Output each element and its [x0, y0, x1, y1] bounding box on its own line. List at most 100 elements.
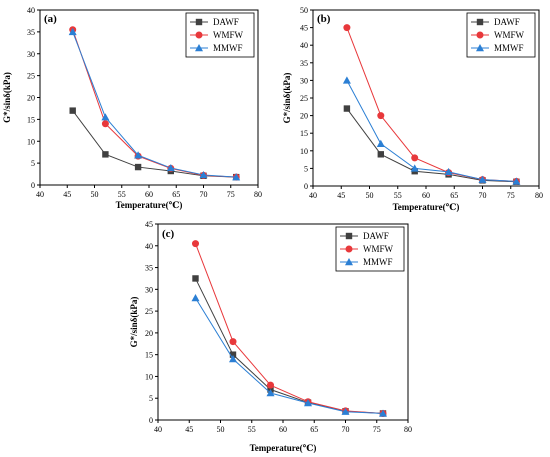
panel-b-y-tick-label: 5 — [304, 164, 308, 173]
panel-c-legend-label: WMFW — [363, 244, 394, 254]
panel-b-x-tick-label: 40 — [309, 191, 317, 200]
panel-a-point-mmwf — [101, 113, 110, 121]
panel-b-point-wmfw — [343, 24, 351, 32]
panel-b-legend-marker — [476, 18, 484, 26]
panel-c-y-tick-label: 40 — [145, 242, 153, 251]
panel-a-legend-label: DAWF — [213, 17, 239, 27]
panel-b-legend-marker — [476, 31, 484, 39]
panel-c-point-mmwf — [304, 399, 312, 407]
panel-c-point-wmfw — [267, 381, 274, 389]
panel-c-series-line-mmwf — [195, 297, 384, 414]
panel-b-legend-label: DAWF — [494, 17, 520, 27]
panel-c-point-mmwf — [379, 409, 387, 417]
panel-b-point-mmwf — [410, 164, 419, 172]
panel-b-x-tick-label: 80 — [535, 191, 543, 200]
panel-a-point-mmwf — [199, 170, 208, 179]
panel-b-point-mmwf — [342, 76, 351, 84]
panel-b-point-wmfw — [377, 112, 385, 120]
panel-c-y-tick-label: 35 — [145, 264, 153, 273]
panel-a-y-tick-label: 15 — [27, 115, 35, 124]
panel-b-x-axis-title: Temperature(℃) — [393, 202, 460, 212]
panel-c-y-tick-label: 45 — [145, 220, 153, 229]
panel-c-x-tick-label: 60 — [279, 425, 287, 434]
panel-b-chart: 40 45 50 55 60 65 70 75 80 0 5 10 15 20 25 30 35 40 45 50 Te… — [282, 6, 543, 212]
panel-b-x-tick-label: 55 — [394, 191, 402, 200]
panel-a-y-tick-label: 10 — [27, 137, 35, 146]
panel-b-series-line-dawf — [346, 108, 517, 183]
panel-b-y-tick-label: 10 — [300, 147, 308, 156]
panel-a-legend: DAWF WMFW MMWF — [185, 12, 255, 58]
panel-b-legend-label: MMWF — [494, 43, 524, 53]
panel-a-point-dawf — [134, 163, 142, 171]
panel-a-x-tick-label: 70 — [200, 190, 208, 199]
panel-a-x-tick-label: 55 — [118, 190, 126, 199]
panel-b-x-tick-label: 45 — [337, 191, 345, 200]
panel-b-y-axis-title: G*/sinδ(kPa) — [282, 73, 292, 124]
panel-b-point-dawf — [377, 151, 384, 158]
panel-a-y-tick-label: 25 — [27, 72, 35, 81]
panel-c-y-tick-label: 15 — [145, 351, 153, 360]
panel-a-y-tick-label: 5 — [31, 159, 35, 168]
panel-b-legend-marker — [476, 44, 484, 52]
panel-b-series-line-mmwf — [346, 80, 517, 182]
panel-c-x-tick-label: 50 — [217, 425, 225, 434]
panel-b-point-mmwf — [478, 175, 487, 183]
panel-a-point-mmwf — [68, 27, 77, 36]
panel-c-point-mmwf — [229, 355, 237, 363]
panel-a-x-tick-label: 60 — [145, 190, 153, 199]
panel-a-x-axis-title: Temperature(℃) — [116, 200, 183, 210]
panel-c-x-axis-title: Temperature(℃) — [250, 443, 317, 453]
panel-a-y-tick-label: 35 — [27, 28, 35, 37]
panel-a-x-tick-label: 50 — [91, 190, 99, 199]
panel-c-point-mmwf — [266, 388, 275, 397]
panel-a-series-line-mmwf — [72, 31, 237, 178]
panel-b-x-tick-label: 50 — [366, 191, 374, 200]
panel-b-y-tick-label: 40 — [300, 41, 308, 50]
panel-c-y-tick-label: 25 — [145, 307, 153, 316]
panel-c-y-tick-label: 5 — [149, 394, 153, 403]
panel-b-point-wmfw — [411, 154, 419, 162]
panel-b-y-tick-label: 25 — [300, 94, 308, 103]
panel-b-y-tick-label: 15 — [300, 129, 308, 138]
panel-c-x-tick-label: 80 — [404, 425, 412, 434]
panel-c-y-axis-title: G*/sinδ(kPa) — [129, 297, 139, 348]
panel-c-panel-label: (c) — [162, 228, 175, 240]
panel-a-y-tick-label: 30 — [27, 50, 35, 59]
panel-a-point-mmwf — [232, 173, 241, 181]
panel-a-x-tick-label: 40 — [36, 190, 44, 199]
panel-b-x-tick-label: 60 — [422, 191, 430, 200]
panel-c-series-line-wmfw — [195, 243, 384, 414]
panel-b-legend: DAWF WMFW MMWF — [466, 12, 536, 58]
panel-c-y-tick-label: 20 — [145, 329, 153, 338]
panel-c-y-tick-label: 10 — [145, 372, 153, 381]
panel-a-x-tick-label: 75 — [227, 190, 235, 199]
panel-c-legend-label: MMWF — [363, 257, 393, 267]
panel-c-legend: DAWF WMFW MMWF — [335, 226, 405, 272]
panel-a-x-tick-label: 45 — [63, 190, 71, 199]
panel-c-legend-marker — [345, 258, 353, 266]
panel-b-point-mmwf — [444, 167, 453, 176]
panel-c-point-dawf — [192, 275, 199, 282]
panel-c-y-tick-label: 30 — [145, 285, 153, 294]
panel-c-x-tick-label: 65 — [310, 425, 318, 434]
panel-a-y-axis-title: G*/sinδ(kPa) — [2, 72, 12, 123]
panel-a-series-line-dawf — [72, 110, 237, 178]
panel-c-x-tick-label: 40 — [154, 425, 162, 434]
panel-c-chart: 40 45 50 55 60 65 70 75 80 0 5 10 15 20 25 30 35 40 45 Temp… — [129, 220, 412, 453]
panel-a-x-tick-label: 65 — [172, 190, 180, 199]
panel-b-y-tick-label: 20 — [300, 112, 308, 121]
panel-a-y-tick-label: 20 — [27, 94, 35, 103]
panel-a-chart: 40 45 50 55 60 65 70 75 80 0 5 10 15 20 25 30 35 40 Temper… — [2, 6, 262, 210]
panel-a-legend-label: MMWF — [213, 43, 243, 53]
panel-a-legend-label: WMFW — [213, 30, 244, 40]
panel-a-legend-marker — [195, 31, 203, 39]
panel-c-legend-marker — [345, 232, 353, 240]
panel-b-panel-label: (b) — [317, 13, 331, 25]
panel-b-y-tick-label: 30 — [300, 76, 308, 85]
panel-c-x-tick-label: 75 — [373, 425, 381, 434]
panel-a-legend-marker — [195, 44, 203, 52]
panel-c-x-tick-label: 70 — [342, 425, 350, 434]
panel-b-y-tick-label: 0 — [304, 182, 308, 191]
panel-c-point-wmfw — [192, 240, 199, 248]
